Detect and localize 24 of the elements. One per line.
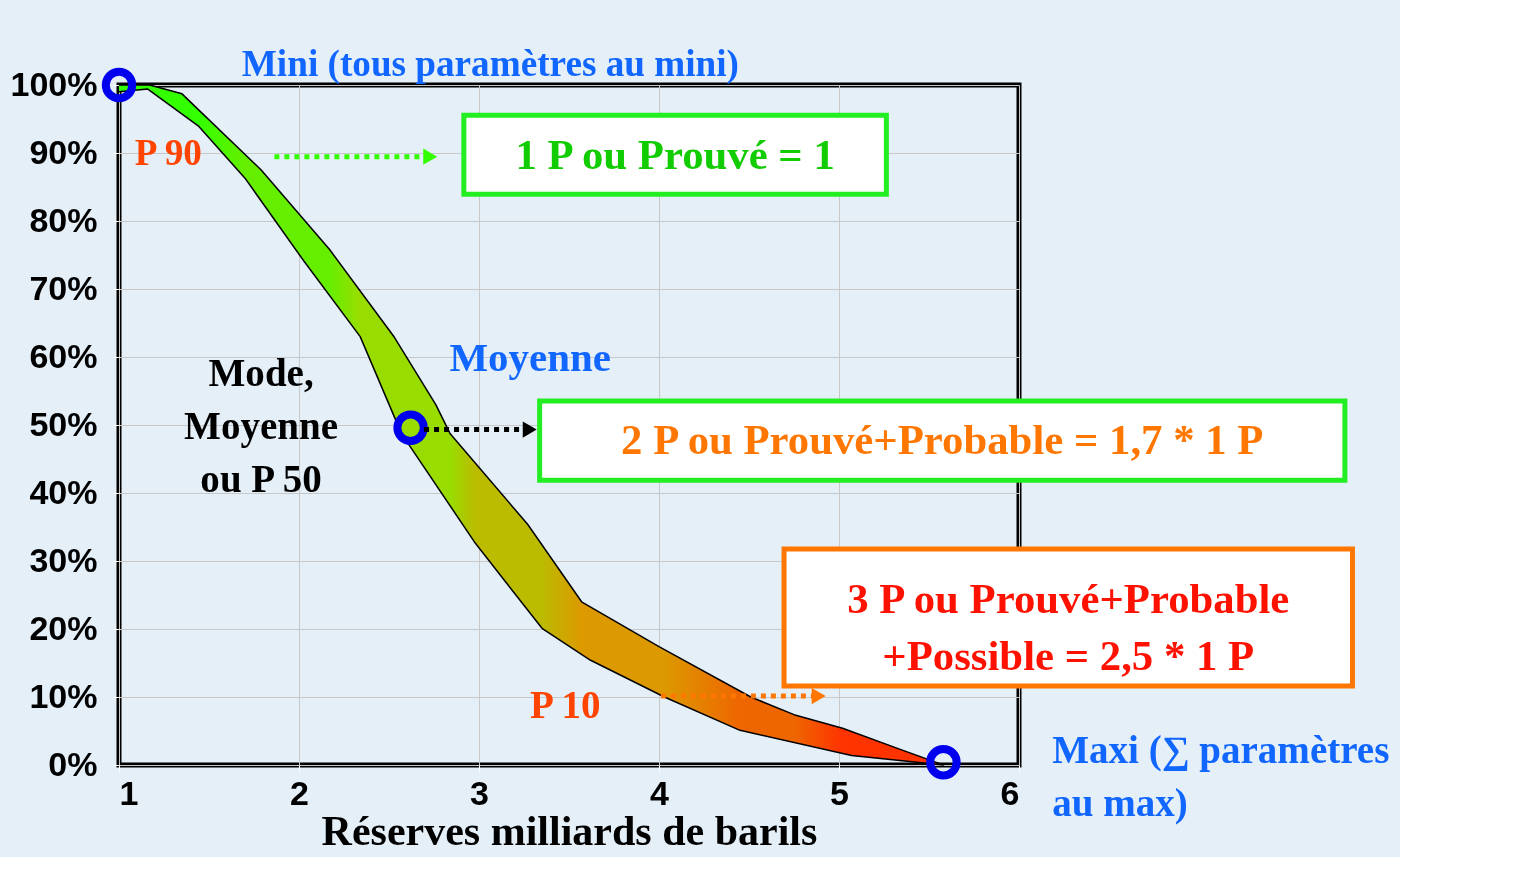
annotation: Mode, Moyenne ou P 50	[184, 351, 339, 500]
y-tick-label: 70%	[29, 268, 98, 307]
text: Maxi (∑ paramètres au max)	[1052, 728, 1390, 825]
x-tick-label: 2	[290, 773, 309, 812]
annotation: Moyenne	[449, 334, 611, 380]
x-tick-label: 5	[830, 773, 849, 812]
y-tick-label: 40%	[29, 472, 98, 511]
y-tick-label: 30%	[29, 540, 98, 579]
annotation: 1 P ou Prouvé = 1	[515, 130, 835, 178]
y-tick-label: 50%	[29, 404, 98, 443]
x-tick-label: 1	[119, 773, 139, 812]
text: Mini (tous paramètres au mini)	[241, 42, 739, 85]
y-tick-label: 20%	[29, 608, 98, 647]
y-tick-label: 90%	[29, 132, 98, 171]
x-tick-label: 6	[1000, 773, 1020, 812]
annotation: 2 P ou Prouvé+Probable = 1,7 * 1 P	[621, 415, 1264, 463]
y-tick-label: 100%	[10, 64, 98, 103]
y-tick-label: 80%	[29, 200, 98, 239]
y-tick-label: 0%	[48, 744, 98, 783]
annotation: P 90	[134, 131, 202, 173]
annotation: P 10	[529, 683, 601, 727]
annotation: 3 P ou Prouvé+Probable +Possible = 2,5 * 1 P	[847, 574, 1290, 680]
y-tick-label: 60%	[29, 336, 98, 375]
y-tick-label: 10%	[29, 676, 98, 715]
